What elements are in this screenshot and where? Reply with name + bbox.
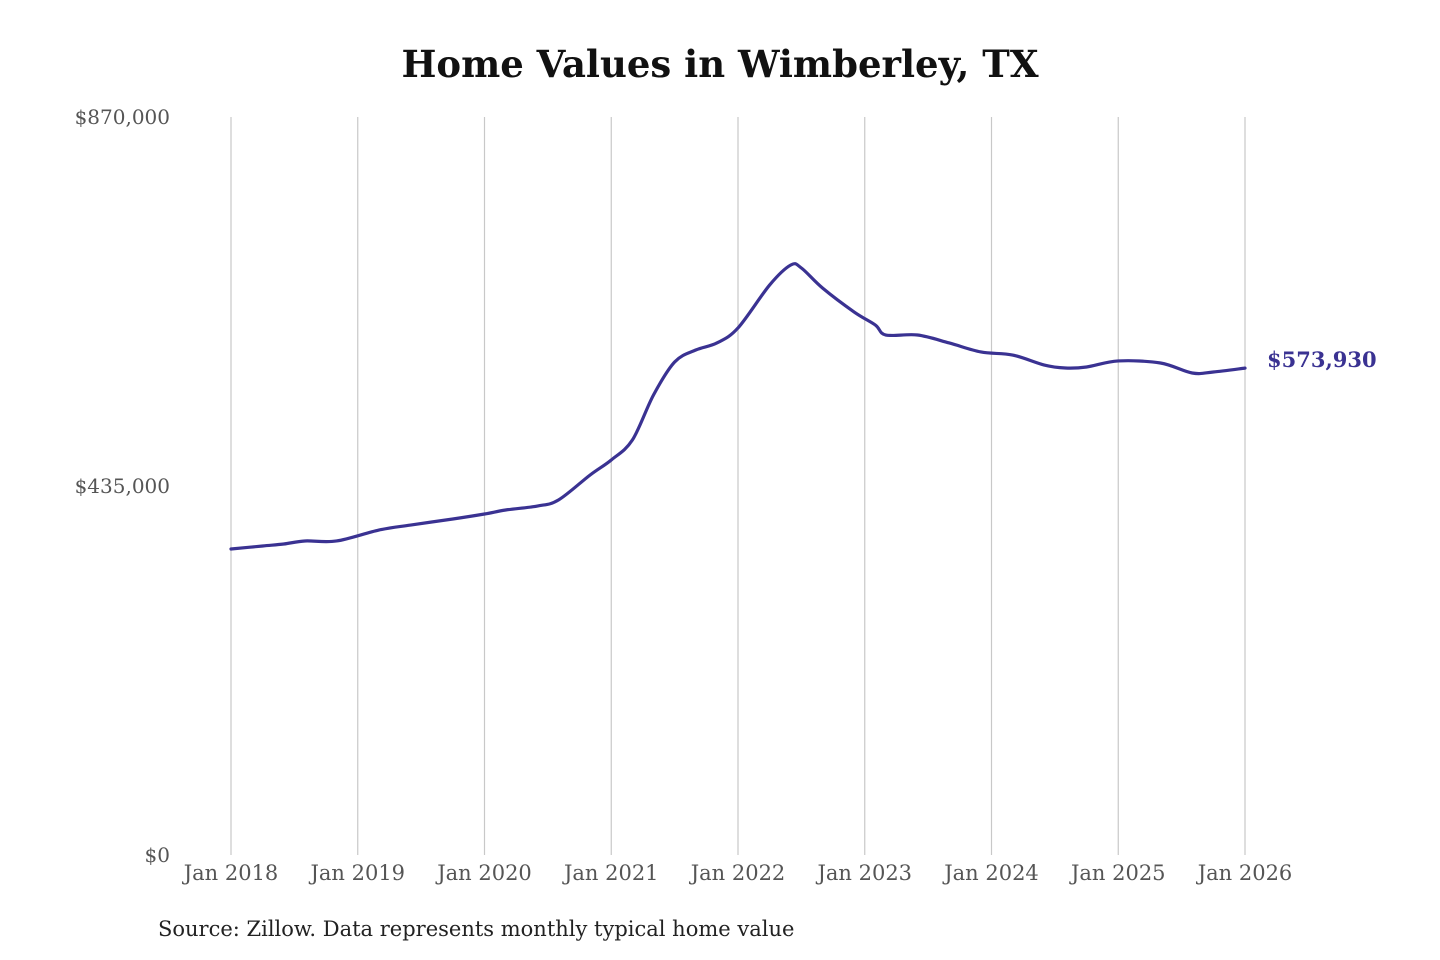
x-tick-label: Jan 2020 <box>435 861 532 885</box>
y-tick-label: $435,000 <box>75 474 170 498</box>
x-tick-label: Jan 2023 <box>815 861 912 885</box>
x-tick-label: Jan 2019 <box>308 861 405 885</box>
source-note: Source: Zillow. Data represents monthly … <box>158 917 795 941</box>
end-value-label: $573,930 <box>1267 347 1377 372</box>
x-tick-label: Jan 2021 <box>562 861 659 885</box>
x-tick-label: Jan 2026 <box>1196 861 1293 885</box>
y-tick-label: $870,000 <box>75 105 170 129</box>
x-tick-label: Jan 2024 <box>942 861 1039 885</box>
x-tick-label: Jan 2018 <box>182 861 279 885</box>
chart-title: Home Values in Wimberley, TX <box>401 42 1039 86</box>
x-tick-label: Jan 2022 <box>689 861 786 885</box>
x-tick-label: Jan 2025 <box>1069 861 1166 885</box>
y-tick-label: $0 <box>145 843 170 867</box>
